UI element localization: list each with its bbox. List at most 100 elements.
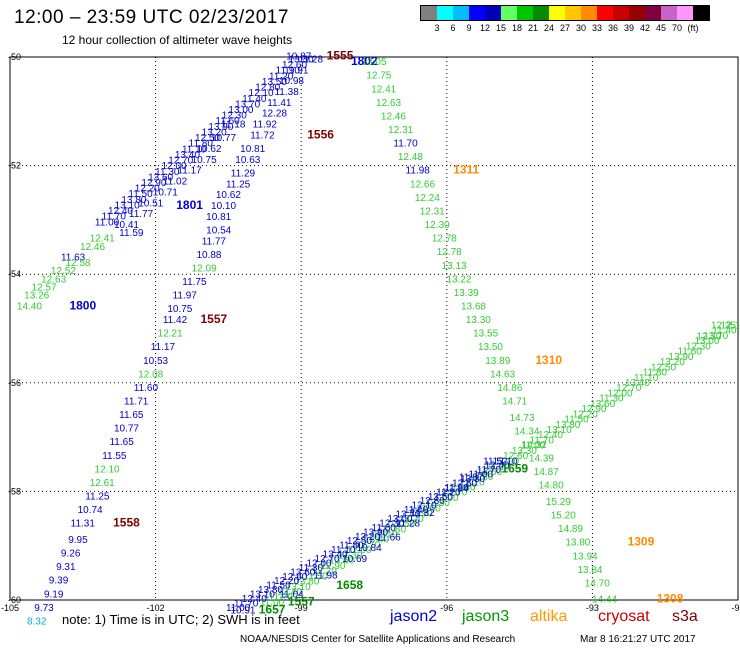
color-scale-swatch — [565, 6, 581, 20]
track-value-mark: 12.90 — [581, 404, 606, 415]
wave-height-label: 14.39 — [529, 454, 554, 465]
track-value-mark: 12.80 — [255, 83, 280, 94]
track-value-mark: 13.40 — [364, 535, 389, 546]
y-tick-label: -54 — [8, 269, 21, 279]
wave-height-label: 14.80 — [539, 481, 564, 492]
track-value-mark: 13.20 — [202, 127, 227, 138]
wave-height-label: 12.52 — [51, 266, 76, 277]
color-scale-swatch — [485, 6, 501, 20]
time-label: 1309 — [628, 535, 655, 549]
track-value-mark: 11.40 — [451, 482, 476, 493]
color-scale-swatch — [437, 6, 453, 20]
track-value-mark: 11.30 — [299, 563, 324, 574]
wave-height-label: 11.70 — [393, 139, 418, 150]
track-value-mark: 11.90 — [444, 483, 469, 494]
color-scale-swatch — [501, 6, 517, 20]
wave-height-label: 12.61 — [90, 478, 115, 489]
time-label: 1557 — [288, 594, 315, 608]
color-scale-legend: 3 6 9 12 15 18 21 24 27 30 33 36 39 42 45 70 (ft) — [420, 5, 710, 35]
wave-height-label: 13.05 — [361, 57, 386, 68]
x-tick-label: -105 — [1, 603, 19, 613]
track-value-mark: 12.70 — [355, 540, 380, 551]
track-value-mark: 13.20 — [399, 514, 424, 525]
track-value-mark: 13.00 — [387, 514, 412, 525]
track-value-mark: 11.70 — [102, 212, 127, 223]
wave-height-label: 12.28 — [262, 109, 287, 120]
wave-height-label: 11.77 — [129, 209, 154, 220]
wave-height-label: 10.91 — [230, 606, 255, 617]
track-value-mark: 11.00 — [521, 441, 546, 452]
wave-height-label: 13.80 — [565, 538, 590, 549]
track-value-mark: 11.60 — [215, 116, 240, 127]
color-scale-label: 36 — [607, 23, 619, 33]
track-value-mark: 11.60 — [372, 523, 397, 534]
color-scale-label: 70 — [671, 23, 683, 33]
color-scale-label: 12 — [479, 23, 491, 33]
x-tick-label: -90 — [731, 603, 740, 613]
wave-height-label: 11.87 — [459, 473, 484, 484]
color-scale-swatch — [517, 6, 533, 20]
color-scale-swatch — [421, 6, 437, 20]
color-scale-label: 27 — [559, 23, 571, 33]
wave-height-label: 11.59 — [119, 228, 144, 239]
track-value-mark: 12.20 — [573, 409, 598, 420]
track-value-mark: 11.90 — [495, 456, 520, 467]
footnote: note: 1) Time is in UTC; 2) SWH is in fe… — [62, 612, 300, 627]
track-value-mark: 11.30 — [155, 167, 180, 178]
wave-height-label: 11.28 — [396, 519, 421, 530]
wave-height-label: 14.63 — [490, 369, 515, 380]
wave-height-label: 10.10 — [211, 201, 236, 212]
wave-height-label: 10.71 — [153, 187, 178, 198]
time-label: 1802 — [351, 54, 378, 68]
wave-height-label: 11.38 — [274, 87, 299, 98]
track-value-mark: 12.00 — [347, 545, 372, 556]
wave-height-label: 14.73 — [510, 413, 535, 424]
track-value-mark: 13.10 — [493, 456, 518, 467]
wave-height-label: 13.94 — [573, 551, 598, 562]
wave-height-label: 14.71 — [502, 397, 527, 408]
track-value-mark: 11.40 — [404, 505, 429, 516]
wave-height-label: 12.78 — [432, 234, 457, 245]
track-value-mark: 11.80 — [189, 139, 214, 150]
wave-height-label: 12.30 — [425, 220, 450, 231]
wave-height-label: 11.98 — [406, 166, 431, 177]
wave-height-label: 12.10 — [95, 464, 120, 475]
track-value-mark: 12.00 — [608, 388, 633, 399]
wave-height-label: 12.48 — [398, 152, 423, 163]
color-scale-bars — [420, 5, 710, 21]
track-value-mark: 13.00 — [228, 105, 253, 116]
timestamp-text: Mar 8 16:21:27 UTC 2017 — [580, 634, 696, 645]
track-value-mark: 12.60 — [282, 60, 307, 71]
track-value-mark: 12.40 — [484, 461, 509, 472]
wave-height-label: 11.02 — [163, 177, 188, 188]
track-value-mark: 12.80 — [468, 472, 493, 483]
color-scale-label: 15 — [495, 23, 507, 33]
color-scale-label: 33 — [591, 23, 603, 33]
wave-height-label: 12.57 — [31, 282, 56, 293]
track-value-mark: 11.10 — [182, 144, 207, 155]
wave-height-label: 15.29 — [546, 497, 571, 508]
track-value-mark: 12.30 — [686, 341, 711, 352]
track-value-mark: 12.30 — [379, 518, 404, 529]
wave-height-label: 11.04 — [279, 589, 304, 600]
track-value-mark: 12.50 — [390, 519, 415, 530]
track-value-mark: 12.40 — [538, 430, 563, 441]
track-value-mark: 13.50 — [477, 467, 502, 478]
y-tick-label: -60 — [8, 595, 21, 605]
track-value-mark: 12.50 — [651, 362, 676, 373]
track-value-mark: 12.40 — [277, 587, 302, 598]
track-value-mark: 13.10 — [250, 590, 275, 601]
wave-height-label: 11.66 — [376, 532, 401, 543]
wave-height-label: 13.68 — [461, 301, 486, 312]
track-value-mark: 12.40 — [108, 206, 133, 217]
track-value-mark: 13.10 — [547, 425, 572, 436]
track-value-mark: 11.00 — [226, 603, 251, 614]
color-scale-swatch — [661, 6, 677, 20]
track-value-mark: 11.70 — [234, 598, 259, 609]
x-tick-label: -102 — [147, 603, 165, 613]
wave-height-label: 11.97 — [173, 291, 198, 302]
track-value-mark: 13.70 — [442, 488, 467, 499]
wave-height-label: 10.87 — [286, 52, 311, 63]
track-value-mark: 13.40 — [625, 378, 650, 389]
track-value-mark: 11.90 — [276, 66, 301, 77]
